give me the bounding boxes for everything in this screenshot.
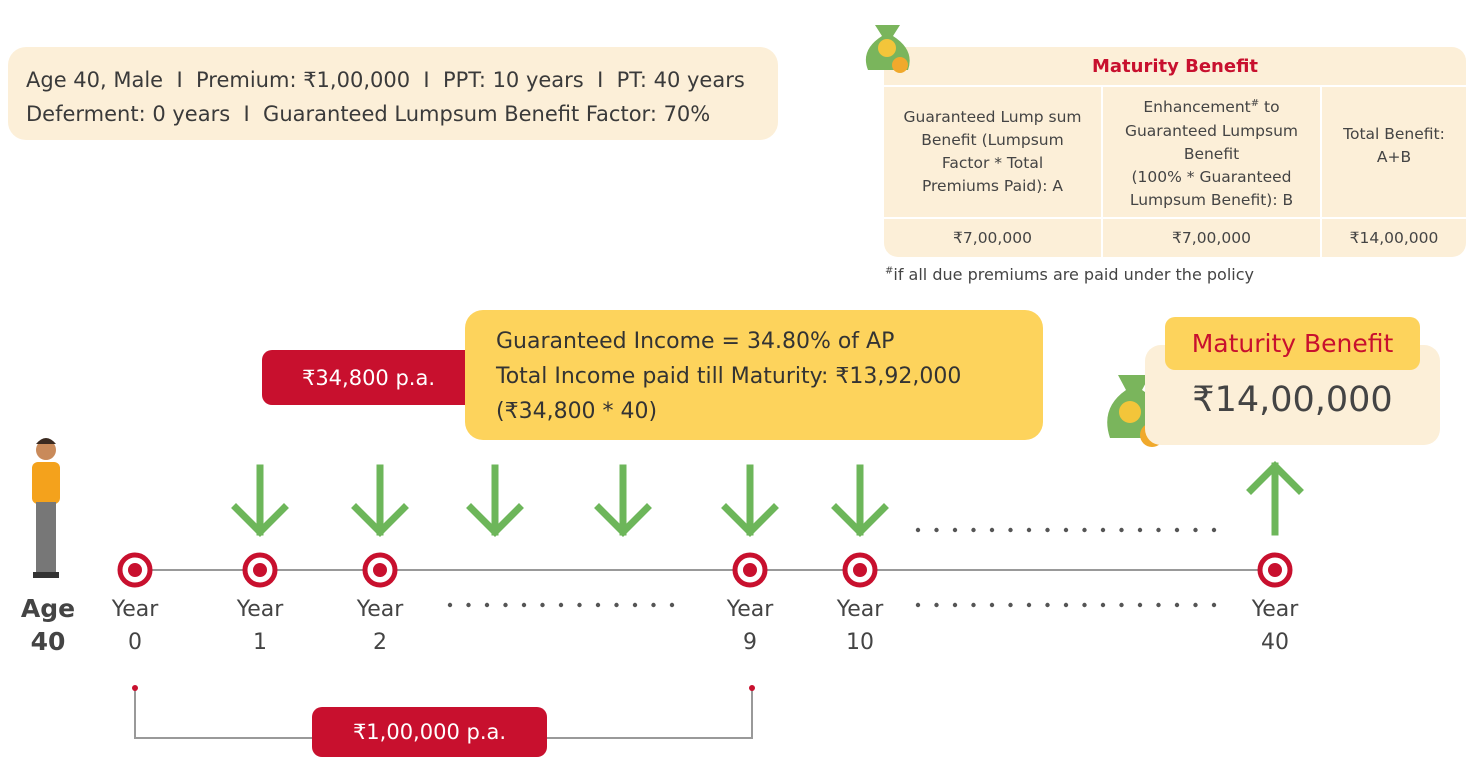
year-number: 10 (820, 626, 900, 659)
year-word: Year (95, 593, 175, 626)
dot (1212, 528, 1216, 532)
income-badge: ₹34,800 p.a. (262, 350, 475, 405)
dot (1045, 603, 1049, 607)
year-word: Year (220, 593, 300, 626)
dot (522, 603, 526, 607)
dot (990, 603, 994, 607)
dot (1156, 528, 1160, 532)
dot (1193, 528, 1197, 532)
year-number: 40 (1235, 626, 1315, 659)
timeline-marker-core (743, 563, 757, 577)
dot (503, 603, 507, 607)
income-box: Guaranteed Income = 34.80% of AP Total I… (465, 310, 1043, 440)
timeline-marker-core (1268, 563, 1282, 577)
maturity-amount: ₹14,00,000 (1165, 380, 1420, 420)
dot (953, 603, 957, 607)
dot (1212, 603, 1216, 607)
dot (1138, 528, 1142, 532)
dot (934, 603, 938, 607)
dot (1008, 603, 1012, 607)
dot (448, 603, 452, 607)
dot (596, 603, 600, 607)
year-word: Year (340, 593, 420, 626)
age-label: Age 40 (8, 592, 88, 658)
income-line: (₹34,800 * 40) (496, 394, 1043, 429)
dot (1064, 603, 1068, 607)
dot (1064, 528, 1068, 532)
dot (1175, 528, 1179, 532)
dot (614, 603, 618, 607)
money-bag-icon (866, 25, 910, 73)
dot (1008, 528, 1012, 532)
dot (916, 603, 920, 607)
dot (485, 603, 489, 607)
dot (577, 603, 581, 607)
dot (971, 528, 975, 532)
dot (953, 528, 957, 532)
dot (540, 603, 544, 607)
page: Age 40, Male I Premium: ₹1,00,000 I PPT:… (0, 0, 1466, 757)
dot (670, 603, 674, 607)
dot (990, 528, 994, 532)
dot (1175, 603, 1179, 607)
dot (916, 528, 920, 532)
dot (1101, 603, 1105, 607)
year-number: 0 (95, 626, 175, 659)
timeline-marker-core (373, 563, 387, 577)
year-number: 9 (710, 626, 790, 659)
year-number: 2 (340, 626, 420, 659)
year-number: 1 (220, 626, 300, 659)
dot (1119, 528, 1123, 532)
dot (1082, 528, 1086, 532)
maturity-title: Maturity Benefit (1165, 317, 1420, 370)
income-arrows (236, 466, 1299, 532)
year-word: Year (820, 593, 900, 626)
bracket-dot (749, 685, 755, 691)
dot (1045, 528, 1049, 532)
timeline-marker-core (853, 563, 867, 577)
year-word: Year (710, 593, 790, 626)
timeline-marker-core (128, 563, 142, 577)
dot (1119, 603, 1123, 607)
year-word: Year (1235, 593, 1315, 626)
dot (1082, 603, 1086, 607)
timeline-marker-core (253, 563, 267, 577)
person-icon (32, 438, 60, 578)
dot (1156, 603, 1160, 607)
dot (1027, 603, 1031, 607)
dot (1027, 528, 1031, 532)
dot (559, 603, 563, 607)
dot (1101, 528, 1105, 532)
dot (1138, 603, 1142, 607)
dot (633, 603, 637, 607)
income-line: Total Income paid till Maturity: ₹13,92,… (496, 359, 1043, 394)
bracket-dot (132, 685, 138, 691)
dot (651, 603, 655, 607)
dot (466, 603, 470, 607)
income-line: Guaranteed Income = 34.80% of AP (496, 324, 1043, 359)
age-line: 40 (8, 625, 88, 658)
premium-badge: ₹1,00,000 p.a. (312, 707, 547, 757)
dot (934, 528, 938, 532)
dot (1193, 603, 1197, 607)
dot (971, 603, 975, 607)
age-line: Age (8, 592, 88, 625)
